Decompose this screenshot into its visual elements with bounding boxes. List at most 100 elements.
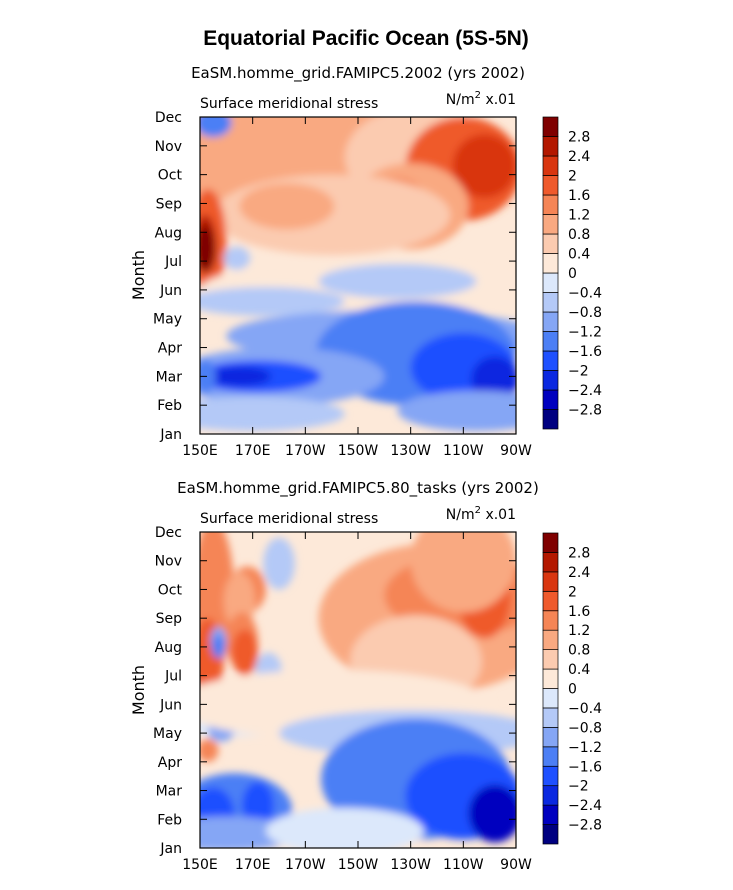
contour-region — [239, 183, 335, 230]
panel-1-contour-field — [200, 117, 516, 434]
panel-1-variable-label: Surface meridional stress — [200, 96, 378, 112]
colorbar-label: 0.8 — [568, 227, 590, 243]
colorbar-swatch — [542, 272, 559, 293]
colorbar-swatch — [542, 155, 559, 176]
colorbar-label: 0.8 — [568, 643, 590, 659]
panel-2-colorbar: −2.8 −2.4 −2 −1.6 −1.2 −0.8 −0.4 0 0.4 0.8 1.2 1.6 2… — [542, 532, 602, 845]
colorbar-swatch — [542, 590, 559, 612]
x-tick-label: 110W — [443, 857, 484, 873]
y-tick-label: Apr — [158, 341, 182, 357]
panel-2-y-axis: Jan Feb Mar Apr May Jun Jul Aug Sep Oct Nov Dec — [153, 525, 516, 857]
contour-region — [471, 356, 516, 403]
colorbar-label: 1.2 — [568, 623, 590, 639]
y-tick-label: Jun — [159, 283, 182, 299]
x-tick-label: 130W — [390, 857, 431, 873]
y-tick-label: Feb — [157, 812, 182, 828]
x-tick-label: 170E — [235, 443, 271, 459]
colorbar-swatch — [542, 610, 559, 631]
x-tick-label: 170W — [285, 857, 326, 873]
y-tick-label: Dec — [155, 525, 182, 541]
panel-2-variable-label: Surface meridional stress — [200, 511, 378, 527]
panel-1-colorbar: −2.8 −2.4 −2 −1.6 −1.2 −0.8 −0.4 0 0.4 0.8 1.2 1.6 2… — [542, 116, 602, 430]
colorbar-swatch — [542, 649, 559, 670]
colorbar-swatch — [542, 253, 559, 274]
colorbar-label: 0 — [568, 266, 577, 282]
colorbar-swatch — [542, 233, 559, 254]
x-tick-label: 90W — [500, 857, 532, 873]
x-tick-label: 170E — [235, 857, 271, 873]
panel-2-title: EaSM.homme_grid.FAMIPC5.80_tasks (yrs 20… — [177, 479, 539, 498]
colorbar-label: 0.4 — [568, 247, 590, 263]
panel-2: EaSM.homme_grid.FAMIPC5.80_tasks (yrs 20… — [129, 479, 602, 873]
x-tick-label: 150W — [338, 857, 379, 873]
contour-region — [397, 390, 516, 432]
colorbar-swatch — [542, 532, 559, 553]
colorbar-label: −1.6 — [568, 759, 602, 775]
colorbar-label: −2.4 — [568, 383, 602, 399]
colorbar-label: −1.2 — [568, 740, 602, 756]
colorbar-swatch — [542, 175, 559, 196]
x-tick-label: 150E — [182, 443, 218, 459]
colorbar-label: 0 — [568, 682, 577, 698]
x-tick-label: 90W — [500, 443, 532, 459]
colorbar-swatch — [542, 350, 559, 371]
contour-region — [318, 263, 477, 299]
colorbar-swatch — [542, 331, 559, 352]
colorbar-label: −0.8 — [568, 720, 602, 736]
panel-1: EaSM.homme_grid.FAMIPC5.2002 (yrs 2002) … — [129, 64, 602, 459]
colorbar-swatch — [542, 311, 559, 332]
colorbar-label: 1.2 — [568, 208, 590, 224]
colorbar-swatch — [542, 292, 559, 313]
colorbar-swatch — [542, 389, 559, 410]
y-tick-label: Jan — [159, 841, 182, 857]
contour-region — [223, 246, 251, 270]
y-tick-label: Oct — [158, 168, 183, 184]
colorbar-swatch — [542, 136, 559, 157]
contour-region — [207, 366, 272, 387]
colorbar-label: 2.8 — [568, 130, 590, 146]
colorbar-label: 1.6 — [568, 188, 590, 204]
y-tick-label: Nov — [155, 554, 182, 570]
y-tick-label: Jun — [159, 697, 182, 713]
panel-1-y-axis-label: Month — [129, 250, 148, 300]
x-tick-label: 170W — [285, 443, 326, 459]
contour-region — [200, 359, 216, 394]
panel-2-x-axis: 150E 170E 170W 150W 130W 110W 90W — [182, 532, 532, 873]
colorbar-label: 2 — [568, 169, 577, 185]
panel-2-y-axis-label: Month — [129, 665, 148, 715]
colorbar-swatch — [542, 688, 559, 709]
y-tick-label: Jan — [159, 427, 182, 443]
colorbar-label: 2.8 — [568, 545, 590, 561]
colorbar-swatch — [542, 629, 559, 650]
y-tick-label: Jul — [164, 669, 182, 685]
panel-2-units-label: N/m2 x.01 — [446, 505, 516, 523]
y-tick-label: Nov — [155, 139, 182, 155]
colorbar-label: −1.2 — [568, 325, 602, 341]
colorbar-swatch — [542, 824, 559, 845]
y-tick-label: Sep — [156, 611, 183, 627]
contour-region — [231, 629, 258, 676]
y-tick-label: Mar — [156, 784, 183, 800]
colorbar-label: 2 — [568, 584, 577, 600]
colorbar-label: −2.4 — [568, 798, 602, 814]
panel-1-units-label: N/m2 x.01 — [446, 90, 516, 108]
colorbar-swatch — [542, 571, 559, 592]
y-tick-label: May — [153, 312, 182, 328]
colorbar-label: −0.4 — [568, 286, 602, 302]
y-tick-label: Aug — [155, 225, 182, 241]
y-tick-label: Jul — [164, 254, 182, 270]
x-tick-label: 150W — [338, 443, 379, 459]
colorbar-swatch — [542, 746, 559, 767]
panel-1-x-axis: 150E 170E 170W 150W 130W 110W 90W — [182, 117, 532, 459]
y-tick-label: Feb — [157, 398, 182, 414]
x-tick-label: 150E — [182, 857, 218, 873]
colorbar-label: −2 — [568, 779, 589, 795]
contour-region — [265, 807, 424, 848]
colorbar-swatch — [542, 765, 559, 787]
y-tick-label: Mar — [156, 369, 183, 385]
x-tick-label: 110W — [443, 443, 484, 459]
figure-title: Equatorial Pacific Ocean (5S-5N) — [203, 27, 529, 50]
contour-region — [263, 537, 295, 590]
y-tick-label: Dec — [155, 110, 182, 126]
